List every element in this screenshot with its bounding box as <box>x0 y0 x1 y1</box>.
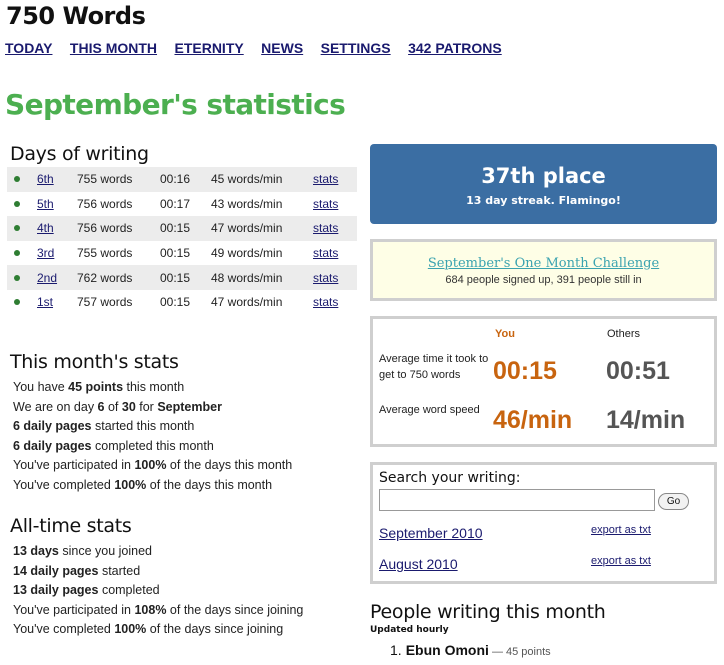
stat-line: You have 45 points this month <box>13 380 185 394</box>
bullet-icon <box>14 274 20 281</box>
table-row: 6th 755 words 00:16 45 words/min stats <box>7 167 357 192</box>
day-time: 00:15 <box>160 246 191 261</box>
you-avg-speed: 46/min <box>493 406 573 434</box>
day-link[interactable]: 4th <box>37 221 54 236</box>
archive-month-link[interactable]: August 2010 <box>379 556 458 572</box>
search-panel: Search your writing: Go September 2010 e… <box>370 462 717 584</box>
day-time: 00:15 <box>160 221 191 236</box>
day-time: 00:16 <box>160 172 191 187</box>
others-avg-time: 00:51 <box>606 357 670 385</box>
search-input[interactable] <box>379 489 655 511</box>
avg-speed-label: Average word speed <box>379 404 480 416</box>
stat-line: 14 daily pages started <box>13 563 141 578</box>
nav-today[interactable]: TODAY <box>5 40 53 56</box>
streak-text: 13 day streak. Flamingo! <box>466 194 621 207</box>
people-name[interactable]: Ebun Omoni <box>405 642 489 658</box>
month-stats-heading: This month's stats <box>10 351 179 373</box>
rank-place: 37th place <box>481 164 606 188</box>
stat-line: 6 daily pages completed this month <box>13 438 214 453</box>
day-time: 00:15 <box>160 270 191 285</box>
table-row: 3rd 755 words 00:15 49 words/min stats <box>7 241 357 266</box>
table-row: 2nd 762 words 00:15 48 words/min stats <box>7 265 357 290</box>
day-stats-link[interactable]: stats <box>313 221 339 236</box>
stat-line: You've participated in 108% of the days … <box>13 602 304 617</box>
rank-panel: 37th place 13 day streak. Flamingo! <box>370 144 717 224</box>
alltime-stats-list: 13 days since you joined 14 daily pages … <box>13 542 303 640</box>
day-time: 00:17 <box>160 196 191 211</box>
day-speed: 43 words/min <box>211 196 283 211</box>
you-column-label: You <box>495 328 515 340</box>
stat-line: 13 days since you joined <box>13 544 152 558</box>
table-row: 1st 757 words 00:15 47 words/min stats <box>7 290 357 315</box>
alltime-stats-heading: All-time stats <box>10 515 132 537</box>
day-speed: 49 words/min <box>211 246 283 261</box>
stat-line: You've completed 100% of the days since … <box>13 622 284 636</box>
challenge-panel: September's One Month Challenge 684 peop… <box>370 239 717 301</box>
stat-line: We are on day 6 of 30 for September <box>13 399 222 414</box>
day-stats-link[interactable]: stats <box>313 172 339 187</box>
day-words: 755 words <box>77 172 133 187</box>
day-speed: 47 words/min <box>211 295 283 310</box>
list-item: 1. Ebun Omoni — 45 points <box>390 642 551 658</box>
day-stats-link[interactable]: stats <box>313 295 339 310</box>
day-words: 756 words <box>77 221 133 236</box>
people-heading: People writing this month <box>370 601 606 623</box>
comparison-panel: You Others Average time it took to get t… <box>370 316 717 447</box>
day-link[interactable]: 3rd <box>37 246 55 261</box>
export-txt-link[interactable]: export as txt <box>591 524 651 536</box>
page-title: September's statistics <box>5 88 346 121</box>
people-rank: 1. <box>390 642 402 658</box>
bullet-icon <box>14 299 20 306</box>
month-stats-list: You have 45 points this month We are on … <box>13 378 292 495</box>
go-button[interactable]: Go <box>658 493 689 510</box>
people-points: — 45 points <box>488 646 551 658</box>
main-nav: TODAY THIS MONTH ETERNITY NEWS SETTINGS … <box>5 40 515 58</box>
day-stats-link[interactable]: stats <box>313 246 339 261</box>
table-row: 5th 756 words 00:17 43 words/min stats <box>7 192 357 217</box>
nav-this-month[interactable]: THIS MONTH <box>69 40 158 56</box>
stat-line: 6 daily pages started this month <box>13 419 195 433</box>
day-link[interactable]: 6th <box>37 172 54 187</box>
bullet-icon <box>14 200 20 207</box>
people-updated-note: Updated hourly <box>370 625 449 635</box>
stat-line: You've completed 100% of the days this m… <box>13 477 273 492</box>
search-title: Search your writing: <box>379 470 521 486</box>
day-link[interactable]: 5th <box>37 196 54 211</box>
day-speed: 48 words/min <box>211 270 283 285</box>
challenge-link[interactable]: September's One Month Challenge <box>427 256 660 271</box>
day-words: 755 words <box>77 246 133 261</box>
day-words: 762 words <box>77 270 133 285</box>
you-avg-time: 00:15 <box>493 357 557 385</box>
nav-patrons[interactable]: 342 PATRONS <box>408 40 502 56</box>
day-words: 756 words <box>77 196 133 211</box>
bullet-icon <box>14 225 20 232</box>
day-time: 00:15 <box>160 295 191 310</box>
bullet-icon <box>14 176 20 183</box>
nav-eternity[interactable]: ETERNITY <box>174 40 244 56</box>
table-row: 4th 756 words 00:15 47 words/min stats <box>7 216 357 241</box>
day-stats-link[interactable]: stats <box>313 270 339 285</box>
others-column-label: Others <box>607 328 641 340</box>
day-speed: 47 words/min <box>211 221 283 236</box>
days-of-writing-heading: Days of writing <box>10 143 149 165</box>
day-link[interactable]: 2nd <box>37 270 58 285</box>
archive-month-link[interactable]: September 2010 <box>379 525 483 541</box>
day-link[interactable]: 1st <box>37 295 54 310</box>
export-txt-link[interactable]: export as txt <box>591 555 651 567</box>
avg-time-label: Average time it took to get to 750 words <box>379 353 489 381</box>
days-table: 6th 755 words 00:16 45 words/min stats 5… <box>7 167 357 315</box>
challenge-summary: 684 people signed up, 391 people still i… <box>445 274 642 286</box>
bullet-icon <box>14 250 20 257</box>
site-title[interactable]: 750 Words <box>6 2 146 30</box>
day-words: 757 words <box>77 295 133 310</box>
nav-news[interactable]: NEWS <box>261 40 304 56</box>
nav-settings[interactable]: SETTINGS <box>320 40 391 56</box>
day-stats-link[interactable]: stats <box>313 196 339 211</box>
stat-line: You've participated in 100% of the days … <box>13 458 293 472</box>
day-speed: 45 words/min <box>211 172 283 187</box>
others-avg-speed: 14/min <box>606 406 686 434</box>
stat-line: 13 daily pages completed <box>13 583 160 597</box>
